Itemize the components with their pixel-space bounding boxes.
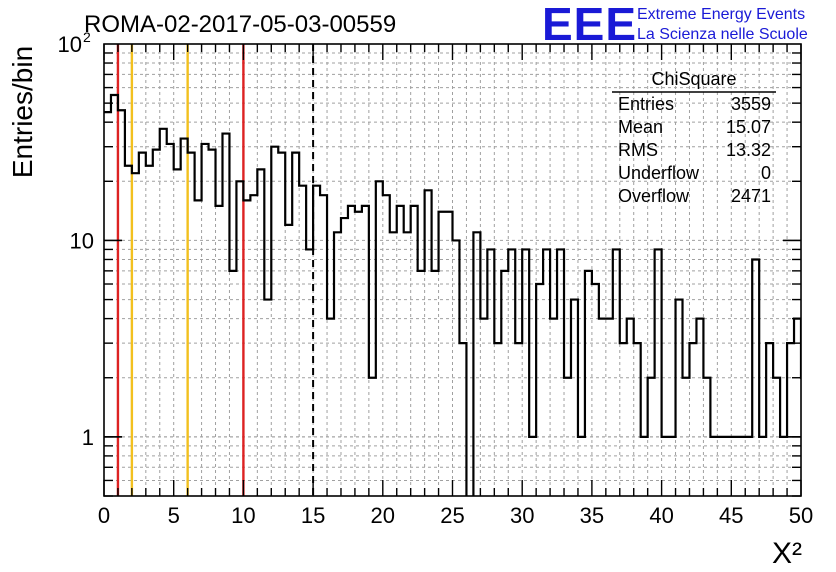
x-tick-label: 25	[440, 503, 464, 528]
grid-lines	[104, 44, 801, 496]
stats-rows: Entries 3559 Mean 15.07 RMS 13.32 Underflow 0 Ov…	[618, 94, 771, 206]
stats-value: 15.07	[726, 117, 771, 137]
stats-value: 3559	[731, 94, 771, 114]
x-tick-label: 15	[301, 503, 325, 528]
stats-label: RMS	[618, 140, 658, 160]
reference-lines	[116, 44, 315, 496]
y-tick-label: 10	[58, 32, 82, 57]
x-tick-labels: 0 5 10 15 20 25 30 35 40 45 50	[98, 503, 813, 528]
x-tick-label: 10	[231, 503, 255, 528]
stats-label: Underflow	[618, 163, 700, 183]
x-tick-label: 5	[168, 503, 180, 528]
x-axis-label: X²	[772, 537, 802, 570]
logo-subtitle-1: Extreme Energy Events	[637, 6, 805, 23]
stats-title: ChiSquare	[651, 69, 736, 89]
stats-value: 13.32	[726, 140, 771, 160]
stats-value: 2471	[731, 186, 771, 206]
run-title: ROMA-02-2017-05-03-00559	[84, 11, 396, 38]
logo-subtitle-2: La Scienza nelle Scuole	[637, 26, 808, 43]
stats-label: Entries	[618, 94, 674, 114]
stats-label: Overflow	[618, 186, 690, 206]
x-tick-label: 20	[371, 503, 395, 528]
stats-box: ChiSquare Entries 3559 Mean 15.07 RMS 13.32 Un…	[612, 69, 776, 206]
x-tick-label: 0	[98, 503, 110, 528]
histogram-line	[104, 93, 801, 496]
eee-logo: EEE	[542, 0, 637, 50]
y-tick-label-exponent: 2	[83, 29, 91, 45]
stats-value: 0	[761, 163, 771, 183]
y-axis-label: Entries/bin	[7, 46, 38, 178]
axis-ticks	[103, 44, 802, 497]
x-tick-label: 30	[510, 503, 534, 528]
y-tick-label: 10	[70, 228, 94, 253]
stats-label: Mean	[618, 117, 663, 137]
y-tick-label: 1	[82, 425, 94, 450]
x-tick-label: 40	[649, 503, 673, 528]
x-tick-label: 50	[789, 503, 813, 528]
x-tick-label: 45	[719, 503, 743, 528]
x-tick-label: 35	[580, 503, 604, 528]
